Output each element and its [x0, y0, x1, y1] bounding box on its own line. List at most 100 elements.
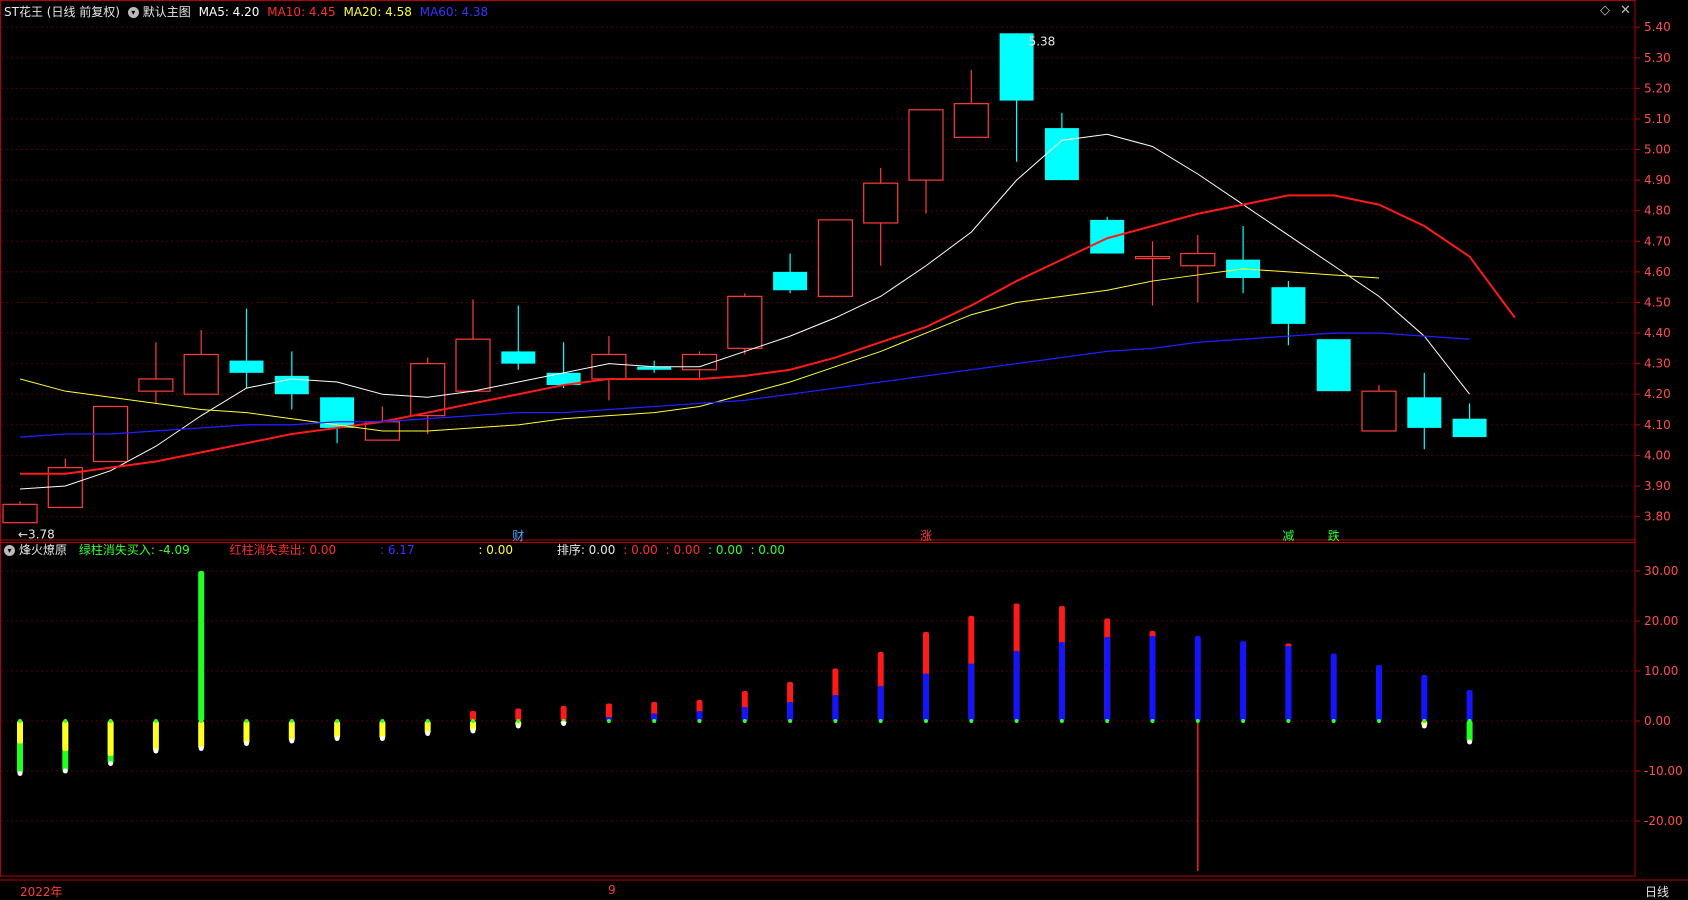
period-label[interactable]: 日线 — [1645, 885, 1670, 899]
candle — [727, 293, 763, 355]
candle — [501, 305, 536, 370]
candle-body-up — [455, 338, 491, 392]
ma10-label: MA10: 4.45 — [267, 5, 336, 19]
zero-dot — [1059, 719, 1064, 723]
candle-body-up — [591, 353, 627, 380]
zero-dot — [108, 719, 113, 723]
diamond-icon[interactable]: ◇ — [1600, 3, 1610, 18]
blue-bar — [1058, 642, 1065, 721]
candle — [1452, 403, 1487, 438]
zero-dot — [1331, 719, 1336, 723]
sort-value-2: : 0.00 — [665, 543, 701, 557]
candle-body-up — [681, 353, 718, 371]
zero-dot — [1150, 719, 1155, 723]
yellow-bar — [424, 721, 431, 734]
blue-bar — [1240, 641, 1247, 721]
close-icon[interactable]: ✕ — [1620, 3, 1631, 18]
ma-line-ma60 — [19, 332, 1470, 438]
zero-dot — [1105, 719, 1110, 723]
end-dot — [244, 741, 249, 746]
yellow-bar — [379, 721, 386, 739]
zero-dot — [1014, 719, 1019, 723]
candle-body-down — [1452, 418, 1487, 438]
indicator-header: ▾ 烽火燎原 绿柱消失买入: -4.09 红柱消失卖出: 0.00 : 6.17 … — [4, 541, 789, 558]
end-dot — [17, 771, 23, 776]
zero-dot — [924, 719, 928, 723]
end-dot — [425, 731, 431, 736]
main-tick-label: 4.50 — [1644, 295, 1671, 309]
blue-bar — [968, 663, 975, 721]
sub-tick-label: 0.00 — [1644, 714, 1671, 728]
indicator-name[interactable]: 烽火燎原 — [19, 543, 68, 557]
event-marker: 涨 — [920, 528, 932, 543]
chevron-down-icon[interactable]: ▾ — [127, 7, 139, 18]
green-bar — [198, 571, 205, 721]
sub-plot-frame — [0, 539, 1636, 877]
candle — [908, 109, 944, 214]
main-tick-label: 4.10 — [1644, 418, 1671, 432]
zero-dot — [335, 719, 340, 723]
zero-dot — [153, 719, 158, 723]
zero-dot — [18, 719, 22, 723]
candle-body-up — [863, 182, 899, 224]
zero-dot — [1422, 719, 1427, 723]
ma20-label: MA20: 4.58 — [343, 5, 412, 19]
end-dot — [289, 738, 295, 744]
zero-dot — [199, 719, 204, 723]
candle-body-down — [546, 372, 581, 386]
ma-line-ma20 — [19, 268, 1380, 432]
main-tick-label: 4.20 — [1644, 387, 1671, 401]
candle-body-up — [727, 295, 763, 349]
zero-dot — [244, 719, 249, 723]
blue-bar — [1149, 636, 1156, 721]
month-label: 9 — [608, 883, 616, 897]
ma-line-ma10 — [20, 194, 1516, 475]
candle-body-up — [1361, 390, 1397, 432]
yellow-bar — [334, 721, 341, 739]
low-annotation: ←3.78 — [18, 528, 55, 542]
candle-body-up — [1134, 255, 1171, 260]
sort-value-1: : 0.00 — [623, 543, 658, 557]
main-tick-label: 4.70 — [1644, 234, 1671, 248]
blue-bar — [877, 686, 884, 721]
zero-dot — [697, 719, 702, 723]
candle — [773, 253, 808, 294]
candle — [546, 342, 581, 389]
yellow-bar — [198, 721, 205, 749]
zero-dot — [1286, 719, 1291, 723]
red-bar — [560, 706, 567, 721]
candle — [999, 33, 1034, 162]
yellow-bar — [288, 721, 295, 741]
main-tick-label: 5.20 — [1644, 81, 1671, 95]
zero-dot — [788, 719, 793, 723]
main-tick-label: 4.00 — [1644, 448, 1671, 462]
red-bar — [470, 711, 476, 721]
chevron-down-icon[interactable]: ▾ — [4, 545, 15, 556]
main-tick-label: 5.30 — [1644, 51, 1671, 65]
candle-body-down — [501, 351, 536, 364]
end-dot — [198, 746, 204, 751]
zero-dot — [833, 719, 838, 723]
candle — [455, 299, 491, 392]
blue-bar — [1330, 653, 1337, 721]
sort-label: 排序: 0.00 — [556, 543, 616, 557]
sort-value-3: : 0.00 — [708, 543, 743, 557]
end-dot — [561, 721, 567, 726]
candle-body-down — [999, 33, 1034, 101]
candle — [320, 397, 355, 444]
candle-body-down — [1407, 397, 1442, 428]
template-name[interactable]: 默认主图 — [142, 5, 191, 19]
candle-body-up — [410, 363, 446, 417]
candle-body-down — [229, 360, 264, 373]
stock-title[interactable]: ST花王 (日线 前复权) — [4, 5, 120, 19]
end-dot — [379, 736, 385, 741]
candle-body-up — [953, 103, 989, 138]
blue-bar — [1376, 665, 1382, 721]
sub-tick-label: 20.00 — [1644, 614, 1678, 628]
candle — [1226, 226, 1261, 294]
candle — [410, 357, 446, 434]
yellow-bar — [62, 721, 69, 751]
candle — [229, 308, 264, 389]
